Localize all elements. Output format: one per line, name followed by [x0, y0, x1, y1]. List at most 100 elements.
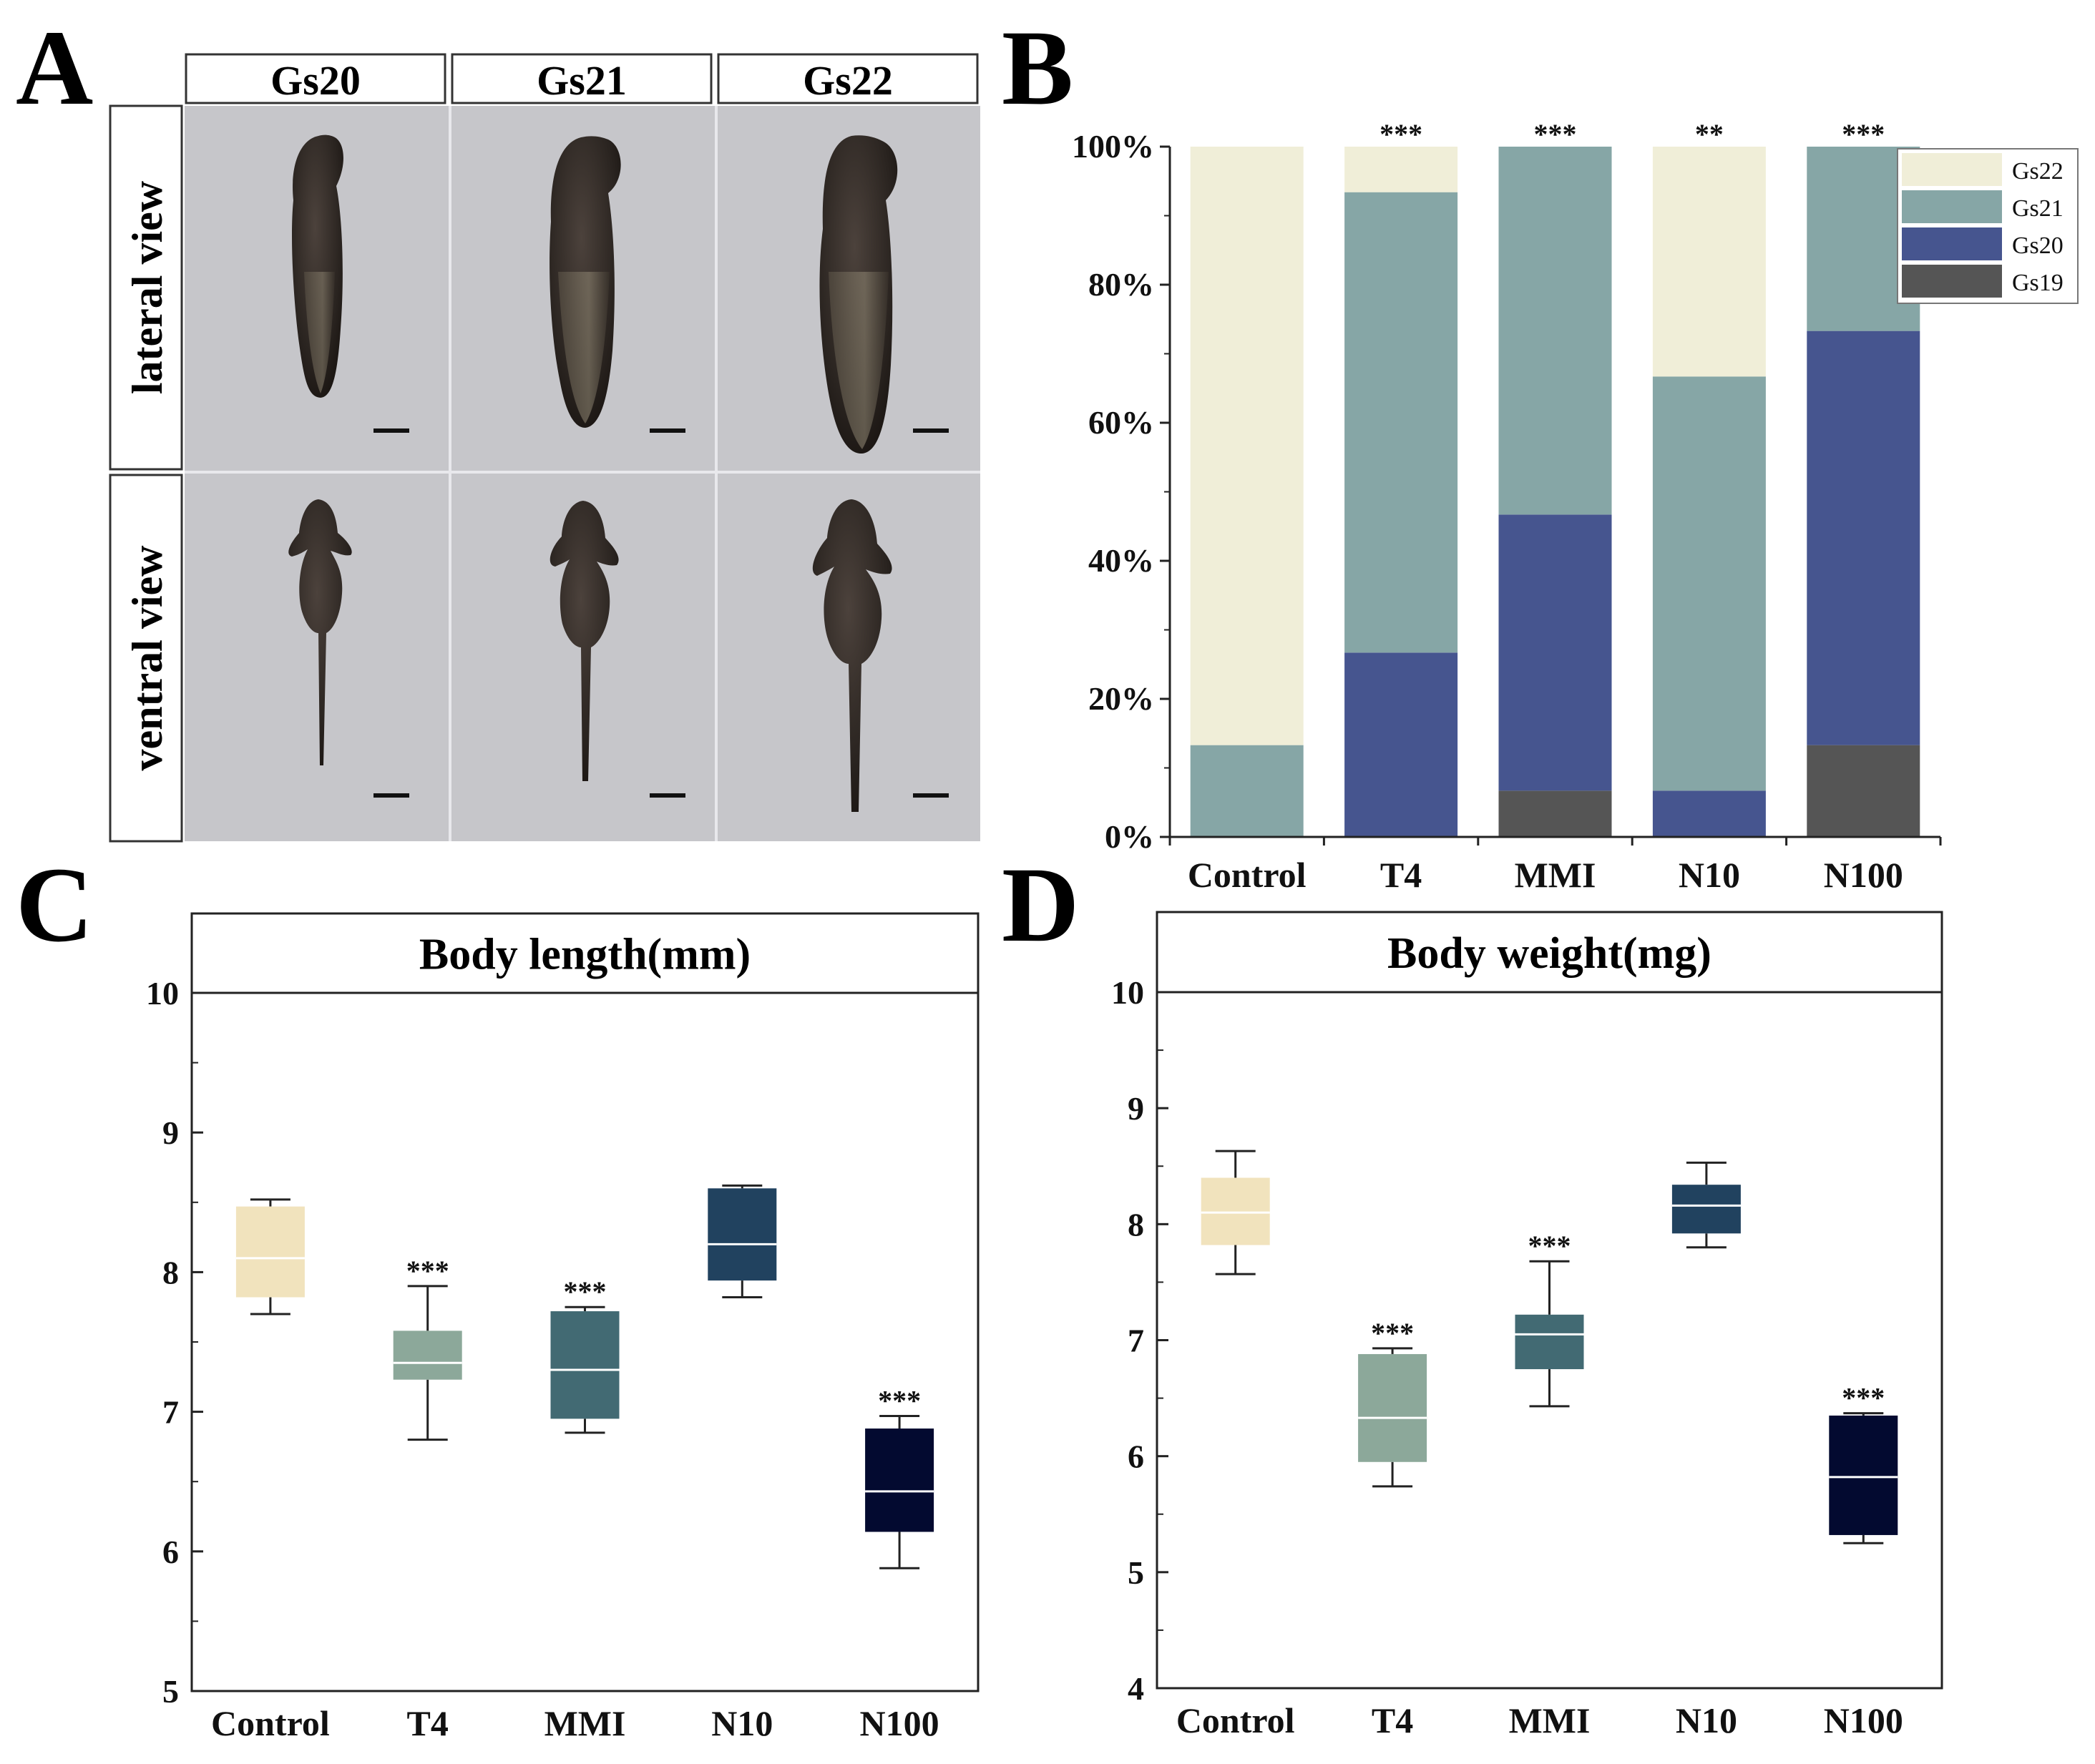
legend-swatch-gs21: [1902, 190, 2002, 223]
panel-label-d: D: [1002, 846, 1079, 964]
panel-a: Gs20 Gs21 Gs22 lateral view ventral view: [109, 53, 980, 843]
column-label-gs20: Gs20: [270, 57, 361, 104]
significance-marker-n100: ***: [878, 1384, 921, 1416]
column-header-gs22: [717, 53, 979, 104]
tadpole-image-gs21-ventral: [550, 501, 619, 781]
stacked-bar-chart-b: Control T4 *** MMI *** N10 ** N100 *** 0% 20% 40% 60…: [1072, 118, 2079, 895]
y-tick-label: 8: [1128, 1206, 1144, 1243]
y-tick-label: 6: [1128, 1439, 1144, 1475]
bar-segment-gs22-control: [1190, 147, 1304, 745]
row-header-lateral: [109, 104, 183, 471]
x-tick-label-mmi: MMI: [544, 1703, 626, 1743]
y-tick-label: 9: [162, 1114, 179, 1151]
column-header-gs21: [451, 53, 713, 104]
significance-marker-mmi: ***: [1528, 1230, 1571, 1262]
row-header-ventral: [109, 474, 183, 843]
y-tick-label: 7: [1128, 1323, 1144, 1359]
bar-segment-gs22-n10: [1652, 147, 1766, 377]
box-n10: [1671, 1185, 1741, 1234]
y-tick-label: 4: [1128, 1670, 1144, 1707]
box-mmi: [550, 1311, 620, 1419]
x-tick-label-control: Control: [1188, 855, 1307, 895]
significance-marker-t4: ***: [1379, 118, 1422, 150]
y-tick-label: 0%: [1105, 818, 1154, 855]
y-tick-label: 40%: [1088, 542, 1154, 579]
y-tick-label: 20%: [1088, 680, 1154, 717]
bar-segment-gs19-n100: [1807, 745, 1920, 837]
y-tick-label: 6: [162, 1534, 179, 1570]
bar-segment-gs20-n10: [1652, 790, 1766, 837]
x-tick-label-t4: T4: [1372, 1700, 1413, 1740]
y-tick-label: 7: [162, 1394, 179, 1431]
y-tick-label: 5: [162, 1673, 179, 1710]
y-tick-label: 10: [146, 975, 179, 1011]
bar-segment-gs20-mmi: [1498, 514, 1612, 791]
legend-swatch-gs20: [1902, 227, 2002, 260]
x-tick-label-n100: N100: [1824, 1700, 1903, 1740]
y-tick-label: 10: [1111, 974, 1144, 1011]
legend-label-gs21: Gs21: [2012, 195, 2064, 222]
bar-segment-gs21-control: [1190, 745, 1304, 837]
column-label-gs21: Gs21: [537, 57, 627, 104]
bar-segment-gs20-n100: [1807, 330, 1920, 745]
box-n100: [1829, 1415, 1898, 1535]
box-mmi: [1515, 1314, 1584, 1370]
legend-swatch-gs22: [1902, 153, 2002, 186]
box-n10: [708, 1188, 777, 1281]
legend-label-gs20: Gs20: [2012, 232, 2064, 259]
x-tick-label-n100: N100: [860, 1703, 939, 1743]
x-tick-label-mmi: MMI: [1509, 1700, 1591, 1740]
x-tick-label-control: Control: [211, 1703, 330, 1743]
y-tick-label: 80%: [1088, 266, 1154, 303]
column-label-gs22: Gs22: [803, 57, 893, 104]
tadpole-image-gs20-ventral: [288, 499, 352, 765]
panel-label-c: C: [16, 846, 93, 964]
significance-marker-t4: ***: [1371, 1317, 1414, 1349]
y-tick-label: 60%: [1088, 404, 1154, 441]
significance-marker-n100: ***: [1842, 118, 1885, 150]
x-tick-label-mmi: MMI: [1515, 855, 1596, 895]
x-tick-label-control: Control: [1176, 1700, 1295, 1740]
box-t4: [393, 1331, 462, 1380]
significance-marker-mmi: ***: [564, 1275, 607, 1308]
plot-frame: [190, 912, 980, 1692]
box-control: [1201, 1177, 1270, 1245]
significance-marker-mmi: ***: [1534, 118, 1577, 150]
x-tick-label-t4: T4: [1380, 855, 1422, 895]
significance-marker-n10: **: [1695, 118, 1724, 150]
bar-segment-gs21-t4: [1344, 192, 1458, 653]
legend-label-gs22: Gs22: [2012, 158, 2064, 185]
legend-swatch-gs19: [1902, 265, 2002, 298]
tadpole-image-gs20-lateral: [291, 134, 343, 398]
box-t4: [1358, 1353, 1427, 1462]
x-tick-label-n10: N10: [1676, 1700, 1737, 1740]
x-tick-label-t4: T4: [407, 1703, 449, 1743]
legend-label-gs19: Gs19: [2012, 270, 2064, 296]
box-n100: [865, 1429, 934, 1532]
bar-segment-gs21-mmi: [1498, 147, 1612, 515]
significance-marker-t4: ***: [406, 1255, 449, 1287]
x-tick-label-n100: N100: [1824, 855, 1903, 895]
panel-label-b: B: [1002, 9, 1073, 127]
plot-title: Body weight(mg): [1387, 929, 1711, 978]
x-tick-label-n10: N10: [1679, 855, 1740, 895]
significance-marker-n100: ***: [1842, 1382, 1885, 1414]
tadpole-image-gs22-lateral: [819, 135, 898, 454]
row-label-lateral: lateral view: [124, 180, 171, 394]
y-tick-label: 5: [1128, 1554, 1144, 1591]
bar-segment-gs21-n10: [1652, 376, 1766, 791]
y-tick-label: 8: [162, 1254, 179, 1290]
y-tick-label: 9: [1128, 1090, 1144, 1127]
x-tick-label-n10: N10: [711, 1703, 773, 1743]
tadpole-image-gs22-ventral: [812, 499, 892, 812]
bar-segment-gs22-t4: [1344, 147, 1458, 192]
y-tick-label: 100%: [1072, 128, 1154, 165]
plot-title: Body length(mm): [419, 931, 751, 979]
tadpole-image-gs21-lateral: [550, 136, 621, 428]
bar-segment-gs19-mmi: [1498, 790, 1612, 837]
column-header-gs20: [185, 53, 446, 104]
bar-segment-gs20-t4: [1344, 652, 1458, 837]
box-control: [235, 1206, 305, 1298]
box-plot-c: Body length(mm) 5 6 7 8 9 10 Control T4 *** MMI ***…: [146, 912, 980, 1743]
